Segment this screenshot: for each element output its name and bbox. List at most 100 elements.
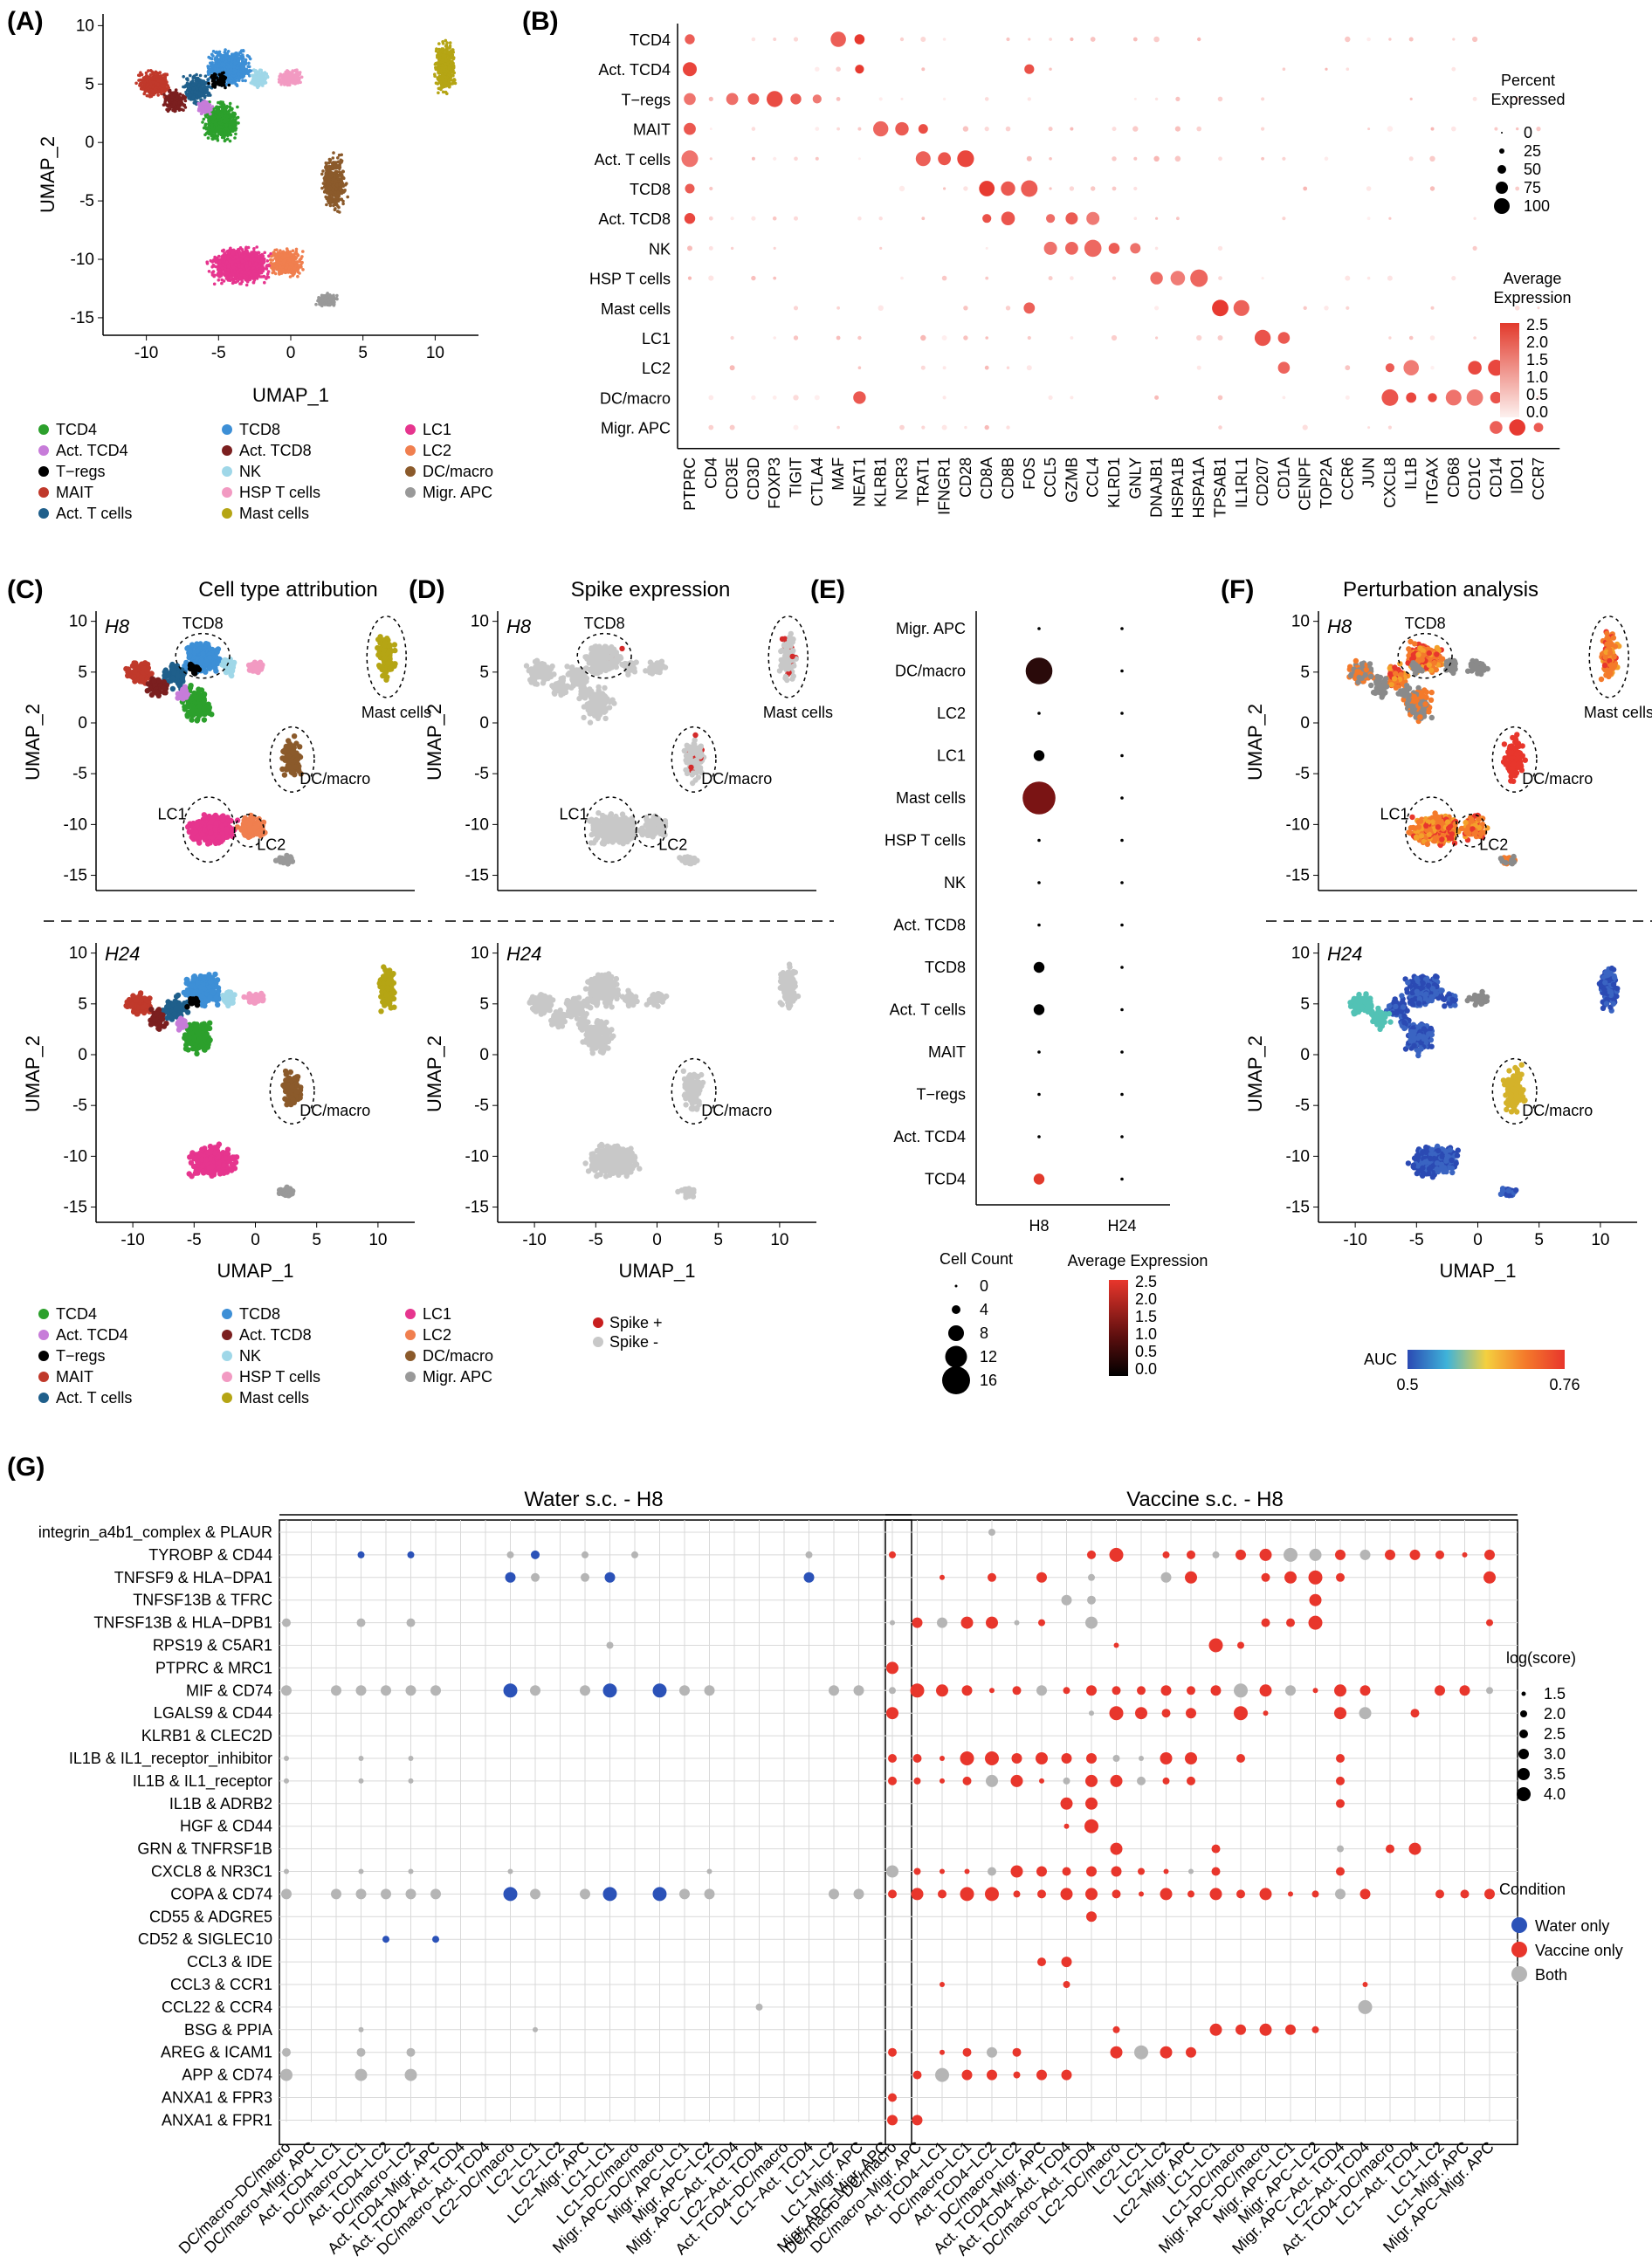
umap-point [184,90,188,94]
umap-point [445,92,449,96]
umap-point [187,97,191,100]
umap-point [331,177,334,182]
umap-point [237,76,241,79]
umap-point [231,112,236,116]
umap-point [434,81,438,85]
umap-point [198,73,203,78]
umap-point [325,190,328,194]
umap-point [156,82,160,86]
umap-point [240,65,244,68]
panel-label-e: (E) [810,575,845,604]
umap-point [207,270,211,273]
umap-point [334,207,337,210]
umap-point [435,47,438,51]
umap-point [437,42,441,45]
umap-point [146,79,149,83]
umap-point [164,97,168,101]
umap-point [438,80,443,85]
panel-label-c: (C) [7,575,44,604]
umap-point [444,49,449,53]
umap-point [327,157,332,162]
umap-point [449,62,453,65]
umap-point [220,62,224,65]
umap-point [146,83,149,86]
panel-label-f: (F) [1221,575,1254,604]
umap-point [440,58,444,62]
umap-point [204,86,209,90]
umap-point [331,156,335,160]
panel-label-b: (B) [522,7,559,36]
umap-point [225,56,230,60]
umap-point [441,53,444,58]
title-g-right: Vaccine s.c. - H8 [1126,1488,1284,1511]
umap-point [341,188,344,192]
umap-point [152,72,156,76]
umap-point [203,74,208,78]
umap-point [210,65,214,69]
umap-point [217,64,220,68]
umap-point [148,72,153,77]
umap-point [327,195,332,198]
umap-point [210,52,214,57]
umap-point [149,82,153,86]
umap-point [335,196,339,200]
umap-point [205,262,210,265]
umap-point [213,122,217,127]
umap-point [201,120,204,124]
umap-point [217,58,221,61]
umap-point [257,79,260,82]
umap-point [448,78,452,81]
umap-point [283,80,287,84]
umap-point [327,187,332,191]
umap-point [335,182,339,187]
umap-point [186,78,189,82]
umap-point [321,182,326,185]
umap-point [216,67,219,71]
umap-point [245,54,250,58]
umap-point [241,79,244,83]
umap-point [444,54,447,58]
umap-point [229,61,233,65]
umap-point [173,100,176,104]
umap-point [224,117,227,120]
umap-point [210,125,214,129]
umap-point [206,109,210,113]
umap-point [325,178,328,182]
a-y-tick-label: 10 [76,17,94,35]
umap-point [220,135,224,140]
umap-point [226,50,231,53]
umap-point [163,77,167,81]
umap-point [449,54,453,58]
umap-point [165,83,169,86]
umap-point [218,131,222,134]
umap-point [216,51,220,55]
umap-point [200,112,204,115]
umap-point [328,160,332,164]
umap-point [228,127,232,130]
umap-point [181,102,185,107]
umap-point [219,100,224,104]
umap-point [230,108,234,112]
umap-point [450,82,453,86]
umap-point [292,75,295,79]
umap-point [437,78,441,82]
umap-point [176,105,180,109]
umap-point [332,161,335,164]
umap-point [333,181,336,185]
umap-point [233,126,237,129]
umap-point [197,83,201,86]
umap-point [214,58,217,63]
umap-point [237,121,240,125]
umap-point [208,72,211,76]
a-x-tick-label: -10 [134,344,158,362]
umap-point [257,71,261,74]
umap-point [237,79,241,82]
umap-point [291,79,294,83]
umap-point [339,171,343,175]
umap-point [224,114,228,118]
umap-point [447,66,451,71]
umap-point [216,111,220,114]
umap-point [288,77,292,80]
umap-point [217,106,221,109]
